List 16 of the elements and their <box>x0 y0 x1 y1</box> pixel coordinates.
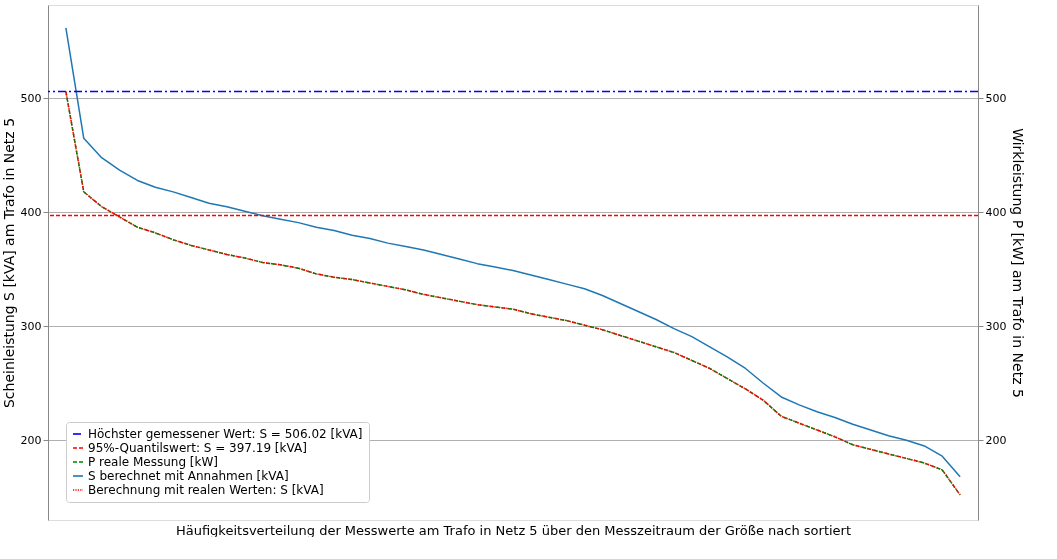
y2-tick-label: 400 <box>985 205 1007 219</box>
y2-tick-label: 500 <box>985 91 1007 105</box>
y2-tick-label: 200 <box>985 433 1007 447</box>
x-axis-title: Häufigkeitsverteilung der Messwerte am Trafo in Netz 5 über den Messzeitraum der Größe nach sortiert <box>175 522 852 538</box>
legend-label: 95%-Quantilswert: S = 397.19 [kVA] <box>88 441 307 455</box>
y-axis-title: Scheinleistung S [kVA] am Trafo in Netz 5 <box>0 117 17 409</box>
y2-tick-label: 300 <box>985 319 1007 333</box>
y-tick-label: 200 <box>20 433 42 447</box>
legend-label: Berechnung mit realen Werten: S [kVA] <box>88 483 324 497</box>
y2-axis-title: Wirkleistung P [kW] am Trafo in Netz 5 <box>1010 128 1027 398</box>
legend-label: P reale Messung [kW] <box>88 455 219 469</box>
y-tick-label: 300 <box>20 319 42 333</box>
legend-label: S berechnet mit Annahmen [kVA] <box>88 469 289 483</box>
legend-label: Höchster gemessener Wert: S = 506.02 [kVA] <box>88 427 363 441</box>
y-tick-label: 400 <box>20 205 42 219</box>
y-tick-label: 500 <box>20 91 42 105</box>
